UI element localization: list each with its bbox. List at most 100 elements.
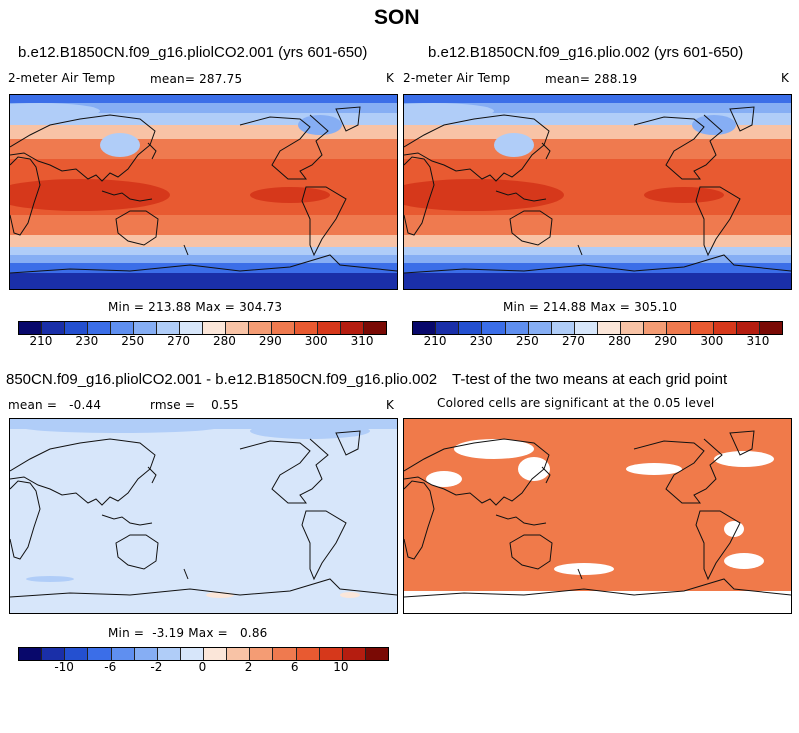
panel1-title: b.e12.B1850CN.f09_g16.pliolCO2.001 (yrs … — [18, 44, 368, 61]
colorbar-tick-label: 310 — [746, 334, 770, 348]
coastline — [404, 254, 791, 274]
panel4-map — [403, 418, 792, 614]
arctic-cooling — [20, 421, 220, 433]
colorbar-tick-label: 270 — [561, 334, 585, 348]
colorbar-tick-label: 250 — [515, 334, 539, 348]
colorbar-tick-label: 250 — [121, 334, 145, 348]
colorbar-swatch — [42, 322, 65, 334]
colorbar-swatch — [226, 322, 249, 334]
panel2-colorbar — [412, 321, 783, 335]
colorbar-swatch — [180, 648, 204, 660]
colorbar-swatch — [250, 648, 274, 660]
colorbar-swatch — [736, 322, 760, 334]
panel1-map — [9, 94, 398, 290]
coastline — [10, 156, 41, 236]
colorbar-tick-label: 300 — [304, 334, 328, 348]
coastlines — [404, 430, 791, 598]
panel2-map — [403, 94, 792, 290]
colorbar-swatch — [249, 322, 272, 334]
not-significant-region — [518, 457, 550, 481]
coastline — [633, 438, 723, 504]
temperature-band — [10, 263, 397, 273]
colorbar-swatch — [482, 322, 506, 334]
colorbar-swatch — [713, 322, 737, 334]
panel1-colorbar — [18, 321, 387, 335]
panel3-mean-label: mean = -0.44 — [8, 398, 102, 412]
colorbar-swatch — [88, 648, 112, 660]
colorbar-swatch — [273, 648, 297, 660]
temperature-band — [404, 247, 791, 255]
colorbar-swatch — [341, 322, 364, 334]
coastline — [10, 480, 41, 560]
coastline — [301, 510, 347, 581]
coastline — [404, 578, 791, 598]
coastline — [115, 534, 159, 570]
coastline — [239, 114, 329, 180]
colorbar-swatch — [459, 322, 483, 334]
colorbar-swatch — [65, 322, 88, 334]
colorbar-swatch — [42, 648, 66, 660]
coastline — [509, 210, 553, 246]
coastline — [577, 568, 583, 580]
figure-title: SON — [374, 6, 420, 29]
colorbar-swatch — [759, 322, 782, 334]
coastline — [335, 430, 361, 456]
panel3-minmax-label: Min = -3.19 Max = 0.86 — [108, 626, 268, 640]
colorbar-swatch — [342, 648, 366, 660]
colorbar-tick-label: 10 — [333, 660, 349, 674]
temperature-band — [404, 103, 791, 113]
panel1-mean-label: mean= 287.75 — [150, 72, 243, 86]
panel3-map — [9, 418, 398, 614]
panel1-unit-label: K — [386, 71, 395, 85]
coastline — [729, 106, 755, 132]
colorbar-swatch — [551, 322, 575, 334]
difference-background — [10, 419, 397, 613]
colorbar-swatch — [364, 322, 386, 334]
colorbar-swatch — [19, 648, 43, 660]
panel2-minmax-label: Min = 214.88 Max = 305.10 — [503, 300, 678, 314]
colorbar-tick-label: 230 — [75, 334, 99, 348]
colorbar-swatch — [318, 322, 341, 334]
colorbar-swatch — [111, 322, 134, 334]
temperature-band — [404, 273, 791, 289]
colorbar-swatch — [111, 648, 135, 660]
colorbar-swatch — [319, 648, 343, 660]
colorbar-swatch — [203, 322, 226, 334]
coastline — [10, 578, 397, 598]
panel4-subtitle: Colored cells are significant at the 0.0… — [437, 396, 715, 410]
colorbar-tick-label: 270 — [167, 334, 191, 348]
not-significant-region — [626, 463, 682, 475]
coastline — [404, 480, 435, 560]
arctic-cooling — [250, 423, 370, 439]
colorbar-swatch — [134, 648, 158, 660]
colorbar-swatch — [365, 648, 388, 660]
temperature-band — [10, 255, 397, 263]
colorbar-swatch — [644, 322, 668, 334]
panel2-title: b.e12.B1850CN.f09_g16.plio.002 (yrs 601-… — [428, 44, 744, 61]
colorbar-swatch — [574, 322, 598, 334]
panel3-title: 850CN.f09_g16.pliolCO2.001 - b.e12.B1850… — [6, 371, 438, 388]
warm-pool — [404, 179, 564, 211]
colorbar-tick-label: 210 — [423, 334, 447, 348]
coastline — [101, 190, 153, 202]
panel2-unit-label: K — [781, 71, 790, 85]
not-significant-region — [404, 591, 791, 613]
temperature-band — [404, 139, 791, 159]
coastlines — [404, 106, 791, 274]
temperature-band — [404, 215, 791, 235]
colorbar-tick-label: 280 — [608, 334, 632, 348]
canada-cold-region — [692, 115, 736, 135]
temperature-band — [10, 103, 397, 113]
colorbar-swatch — [157, 322, 180, 334]
coastline — [729, 430, 755, 456]
temperature-band — [10, 247, 397, 255]
temperature-band — [10, 235, 397, 247]
colorbar-swatch — [598, 322, 622, 334]
panel1-variable-label: 2-meter Air Temp — [8, 71, 116, 85]
coastline — [695, 186, 741, 257]
coastline — [301, 186, 347, 257]
warm-region — [644, 187, 724, 203]
panel2-mean-label: mean= 288.19 — [545, 72, 638, 86]
not-significant-region — [724, 553, 764, 569]
tibet-cold-region — [100, 133, 140, 157]
